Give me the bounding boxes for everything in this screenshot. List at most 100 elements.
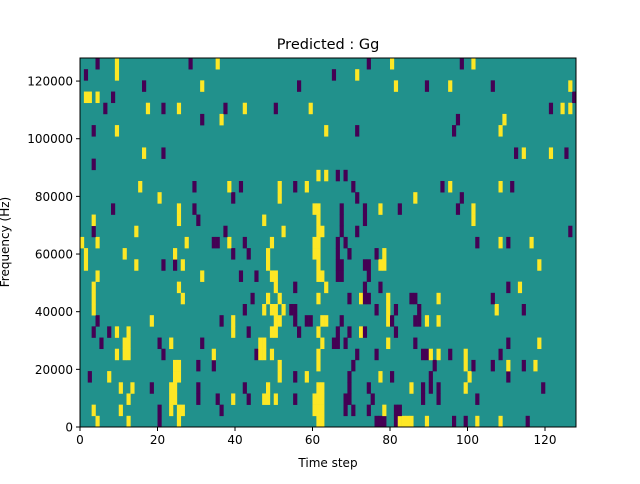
heatmap-cell xyxy=(355,225,360,238)
heatmap-cell xyxy=(386,304,391,316)
heatmap-cell xyxy=(180,404,185,417)
heatmap-cell xyxy=(91,225,96,238)
heatmap-cell xyxy=(475,393,480,405)
heatmap-cell xyxy=(200,80,205,92)
heatmap-cell xyxy=(223,102,228,115)
heatmap-cell xyxy=(475,236,480,249)
heatmap-cell xyxy=(347,382,352,394)
heatmap-cell xyxy=(529,236,534,249)
heatmap-cell xyxy=(173,382,178,394)
x-axis: 0 20 40 60 80 100 120 xyxy=(76,427,556,447)
heatmap-cell xyxy=(308,315,313,327)
heatmap-cell xyxy=(196,359,201,372)
heatmap-cell xyxy=(107,371,112,383)
heatmap-cell xyxy=(169,404,174,417)
heatmap-cell xyxy=(393,404,399,417)
heatmap-cell xyxy=(95,415,100,428)
y-tick-label: 0 xyxy=(65,421,73,435)
heatmap-cell xyxy=(192,181,197,193)
heatmap-cell xyxy=(304,371,309,383)
heatmap-cell xyxy=(432,359,437,372)
heatmap-cell xyxy=(339,259,344,271)
heatmap-cell xyxy=(242,382,247,394)
heatmap-cell xyxy=(320,337,325,350)
heatmap-cell xyxy=(382,404,387,417)
heatmap-cell xyxy=(173,259,178,271)
heatmap-cell xyxy=(304,181,309,193)
heatmap-cell xyxy=(320,415,325,428)
heatmap-cell xyxy=(397,415,402,428)
heatmap-cell xyxy=(498,236,503,249)
heatmap-cell xyxy=(269,326,275,338)
heatmap-cell xyxy=(169,337,174,350)
heatmap-cell xyxy=(339,225,344,238)
heatmap-cell xyxy=(238,181,244,193)
y-tick-label: 40000 xyxy=(35,305,73,319)
heatmap-cell xyxy=(316,393,321,405)
heatmap-cell xyxy=(324,315,329,327)
heatmap-cell xyxy=(378,259,383,271)
y-axis: 0 20000 40000 60000 80000 100000 120000 xyxy=(27,75,80,435)
heatmap-cell xyxy=(145,102,151,115)
heatmap-cell xyxy=(277,192,282,204)
heatmap-cell xyxy=(335,248,340,260)
heatmap-cell xyxy=(219,404,224,417)
heatmap-cell xyxy=(114,348,120,361)
heatmap-cell xyxy=(231,315,236,327)
heatmap-cell xyxy=(200,113,205,126)
heatmap-cell xyxy=(95,91,100,104)
heatmap-cell xyxy=(436,315,441,327)
heatmap-cell xyxy=(514,147,519,159)
heatmap-cell xyxy=(231,393,236,405)
heatmap-cell xyxy=(169,393,174,405)
heatmap-cell xyxy=(246,393,251,405)
heatmap-cell xyxy=(436,393,441,405)
heatmap-cell xyxy=(362,292,368,305)
heatmap-cell xyxy=(316,225,321,238)
heatmap-cell xyxy=(382,415,387,428)
heatmap-cell xyxy=(339,315,344,327)
heatmap-cell xyxy=(448,181,453,193)
heatmap-cell xyxy=(359,326,364,338)
heatmap-cell xyxy=(215,393,220,405)
heatmap-cell xyxy=(211,236,216,249)
heatmap-cell xyxy=(316,236,321,249)
x-tick-label: 60 xyxy=(305,433,320,447)
heatmap-cell xyxy=(320,225,325,238)
heatmap-cell xyxy=(541,382,546,394)
heatmap-cell xyxy=(374,348,379,361)
heatmap-cell xyxy=(161,259,166,271)
heatmap-cell xyxy=(390,58,395,70)
heatmap-cell xyxy=(390,371,395,383)
x-tick-label: 40 xyxy=(227,433,242,447)
heatmap-cell xyxy=(335,337,340,350)
heatmap-cell xyxy=(231,248,236,260)
heatmap-cell xyxy=(525,415,530,428)
heatmap-cell xyxy=(242,236,247,249)
heatmap-cell xyxy=(424,415,430,428)
heatmap-cell xyxy=(355,348,360,361)
heatmap-cell xyxy=(250,292,255,305)
heatmap-cell xyxy=(521,147,526,159)
heatmap-cell xyxy=(219,315,224,327)
heatmap-cell xyxy=(161,147,166,159)
heatmap-cell xyxy=(343,393,348,405)
heatmap-cell xyxy=(262,337,267,350)
heatmap-cell xyxy=(134,259,139,271)
heatmap-cell xyxy=(149,315,154,327)
heatmap-cell xyxy=(192,203,197,215)
heatmap-cell xyxy=(312,236,317,249)
heatmap-cell xyxy=(83,248,89,260)
heatmap-cell xyxy=(289,304,294,316)
heatmap-cell xyxy=(196,382,201,394)
heatmap-cell xyxy=(428,348,433,361)
heatmap-cell xyxy=(180,259,185,271)
heatmap-cell xyxy=(366,404,371,417)
heatmap-cell xyxy=(335,236,340,249)
heatmap-cell xyxy=(91,304,96,316)
heatmap-cell xyxy=(196,214,201,227)
heatmap-cell xyxy=(401,415,406,428)
heatmap-cell xyxy=(366,58,371,70)
heatmap-cell xyxy=(316,292,321,305)
heatmap-cell xyxy=(126,326,131,338)
